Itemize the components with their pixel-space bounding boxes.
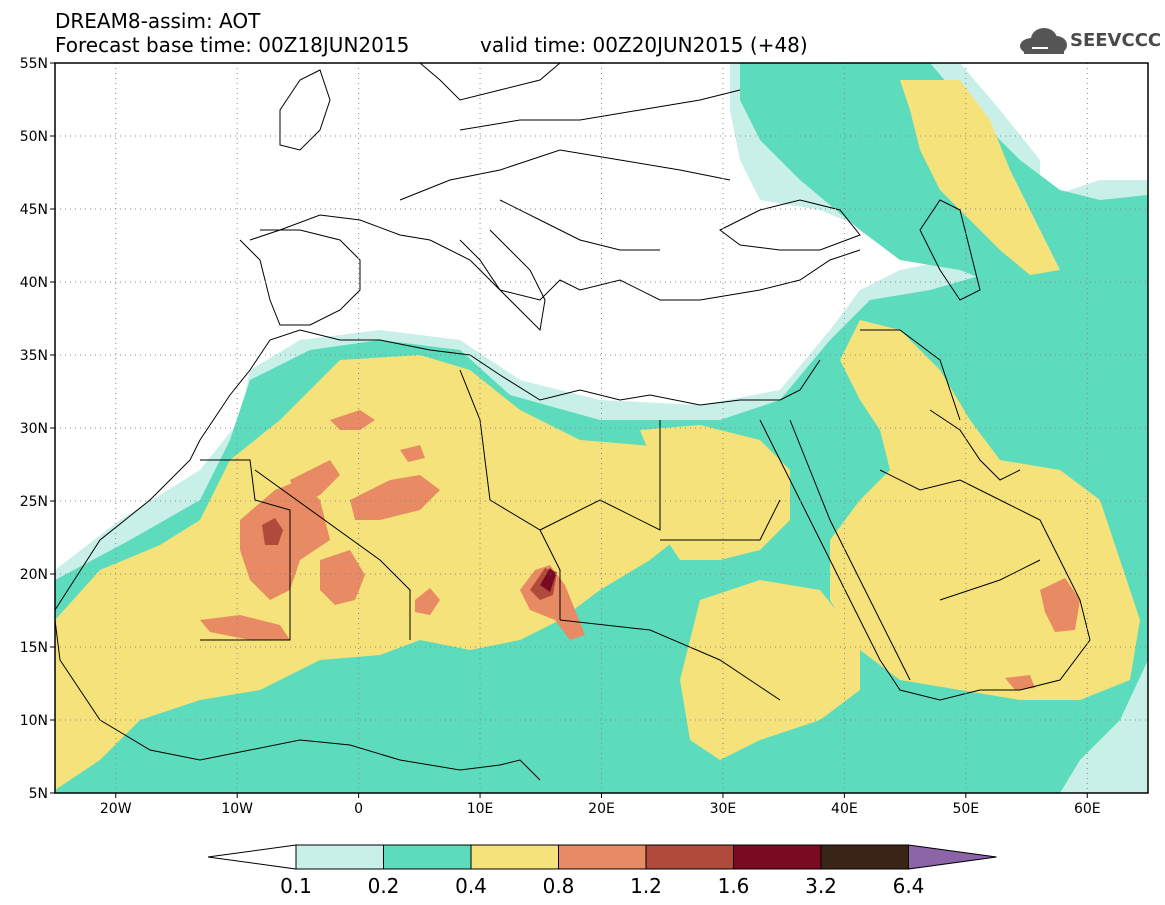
lat-tick-label: 55N bbox=[20, 56, 48, 72]
colorbar-label: 3.2 bbox=[805, 874, 837, 898]
coastlines bbox=[55, 63, 1091, 781]
lon-axis: 20W 10W 0 10E 20E 30E 40E 50E 60E bbox=[100, 793, 1101, 817]
colorbar-label: 0.8 bbox=[543, 874, 575, 898]
lat-tick-label: 50N bbox=[20, 129, 48, 145]
shade-1.2-mauritania bbox=[262, 518, 283, 545]
coast-africa-west bbox=[55, 619, 541, 781]
cloud-icon bbox=[1020, 28, 1067, 54]
gridlines bbox=[55, 63, 1148, 793]
lat-tick-label: 35N bbox=[20, 348, 48, 364]
colorbar-label: 6.4 bbox=[893, 874, 925, 898]
border-europe-3 bbox=[499, 199, 660, 251]
colorbar-box bbox=[383, 844, 472, 870]
shade-0.8-yemen bbox=[1005, 675, 1035, 690]
lon-tick-label: 20E bbox=[588, 801, 615, 817]
colorbar-under-triangle bbox=[207, 844, 297, 870]
coast-caspian bbox=[919, 199, 981, 301]
lat-tick-label: 5N bbox=[29, 786, 48, 802]
shade-0.4-sahara-west bbox=[55, 355, 700, 790]
colorbar-box bbox=[645, 844, 734, 870]
coast-europe-south bbox=[249, 214, 861, 301]
lon-tick-label: 60E bbox=[1074, 801, 1101, 817]
lat-tick-label: 20N bbox=[20, 567, 48, 583]
colorbar-box bbox=[733, 844, 822, 870]
title-line-1: DREAM8-assim: AOT bbox=[55, 9, 261, 33]
coast-scandinavia bbox=[419, 63, 561, 101]
border-6 bbox=[559, 619, 781, 701]
colorbar-label: 1.2 bbox=[630, 874, 662, 898]
coast-italy bbox=[459, 229, 546, 332]
seevccc-logo: SEEVCCC bbox=[1018, 26, 1162, 56]
shade-0.4-horn bbox=[680, 580, 860, 760]
lon-tick-label: 10E bbox=[467, 801, 494, 817]
shade-0.8-libya-east bbox=[400, 445, 425, 462]
forecast-base-time: Forecast base time: 00Z18JUN2015 bbox=[55, 33, 410, 57]
lat-tick-label: 30N bbox=[20, 421, 48, 437]
coast-arabia bbox=[879, 469, 1091, 691]
shade-0.8-mali bbox=[290, 460, 340, 505]
coast-redsea-east bbox=[789, 419, 911, 681]
logo-text: SEEVCCC bbox=[1070, 30, 1162, 51]
lon-tick-label: 0 bbox=[354, 801, 363, 817]
colorbar: 0.1 0.2 0.4 0.8 1.2 1.6 3.2 6.4 bbox=[207, 844, 997, 898]
shade-0.8-oman bbox=[1040, 578, 1080, 632]
aot-shading bbox=[55, 63, 1148, 793]
shade-0.4-egypt-sudan bbox=[640, 425, 790, 560]
lon-tick-label: 10W bbox=[221, 801, 253, 817]
lat-tick-label: 25N bbox=[20, 494, 48, 510]
colorbar-box bbox=[820, 844, 909, 870]
border-2 bbox=[254, 469, 411, 640]
colorbar-box bbox=[295, 844, 384, 870]
lat-tick-label: 40N bbox=[20, 275, 48, 291]
lat-tick-label: 45N bbox=[20, 202, 48, 218]
shade-0.8-algeria bbox=[350, 475, 440, 520]
border-europe-1 bbox=[399, 149, 731, 201]
border-8 bbox=[860, 329, 961, 421]
coast-africa-north bbox=[55, 329, 821, 611]
coast-persian-gulf bbox=[929, 409, 1021, 481]
lon-tick-label: 50E bbox=[952, 801, 979, 817]
colorbar-label: 0.4 bbox=[455, 874, 487, 898]
colorbar-box bbox=[470, 844, 559, 870]
lat-axis: 5N 10N 15N 20N 25N 30N 35N 40N 45N 50N 55N bbox=[20, 56, 55, 802]
shade-0.8-mali-south bbox=[200, 615, 290, 640]
border-3 bbox=[459, 369, 561, 620]
coast-uk bbox=[279, 69, 331, 151]
lat-tick-label: 15N bbox=[20, 640, 48, 656]
coast-iberia bbox=[239, 229, 361, 326]
shade-0.8-algeria-north bbox=[330, 410, 375, 430]
border-5 bbox=[660, 499, 781, 541]
colorbar-over-triangle bbox=[908, 844, 997, 870]
lon-tick-label: 40E bbox=[831, 801, 858, 817]
colorbar-label: 0.1 bbox=[280, 874, 312, 898]
coast-black-sea bbox=[719, 199, 861, 251]
border-1 bbox=[200, 459, 291, 641]
border-4 bbox=[539, 420, 661, 531]
shade-0.4-caspian bbox=[900, 80, 1060, 275]
colorbar-label: 1.6 bbox=[718, 874, 750, 898]
colorbar-box bbox=[558, 844, 647, 870]
border-europe-2 bbox=[459, 89, 741, 131]
border-7 bbox=[939, 559, 1041, 601]
colorbar-label: 0.2 bbox=[368, 874, 400, 898]
valid-time: valid time: 00Z20JUN2015 (+48) bbox=[480, 33, 808, 57]
shade-1.6-chad bbox=[540, 568, 556, 592]
lon-tick-label: 30E bbox=[710, 801, 737, 817]
shade-0.8-niger-east bbox=[415, 588, 440, 615]
lon-tick-label: 20W bbox=[100, 801, 132, 817]
shade-0.8-niger bbox=[320, 550, 365, 605]
shade-0.8-mauritania bbox=[240, 480, 330, 600]
coast-redsea-west bbox=[759, 419, 981, 701]
lat-tick-label: 10N bbox=[20, 713, 48, 729]
